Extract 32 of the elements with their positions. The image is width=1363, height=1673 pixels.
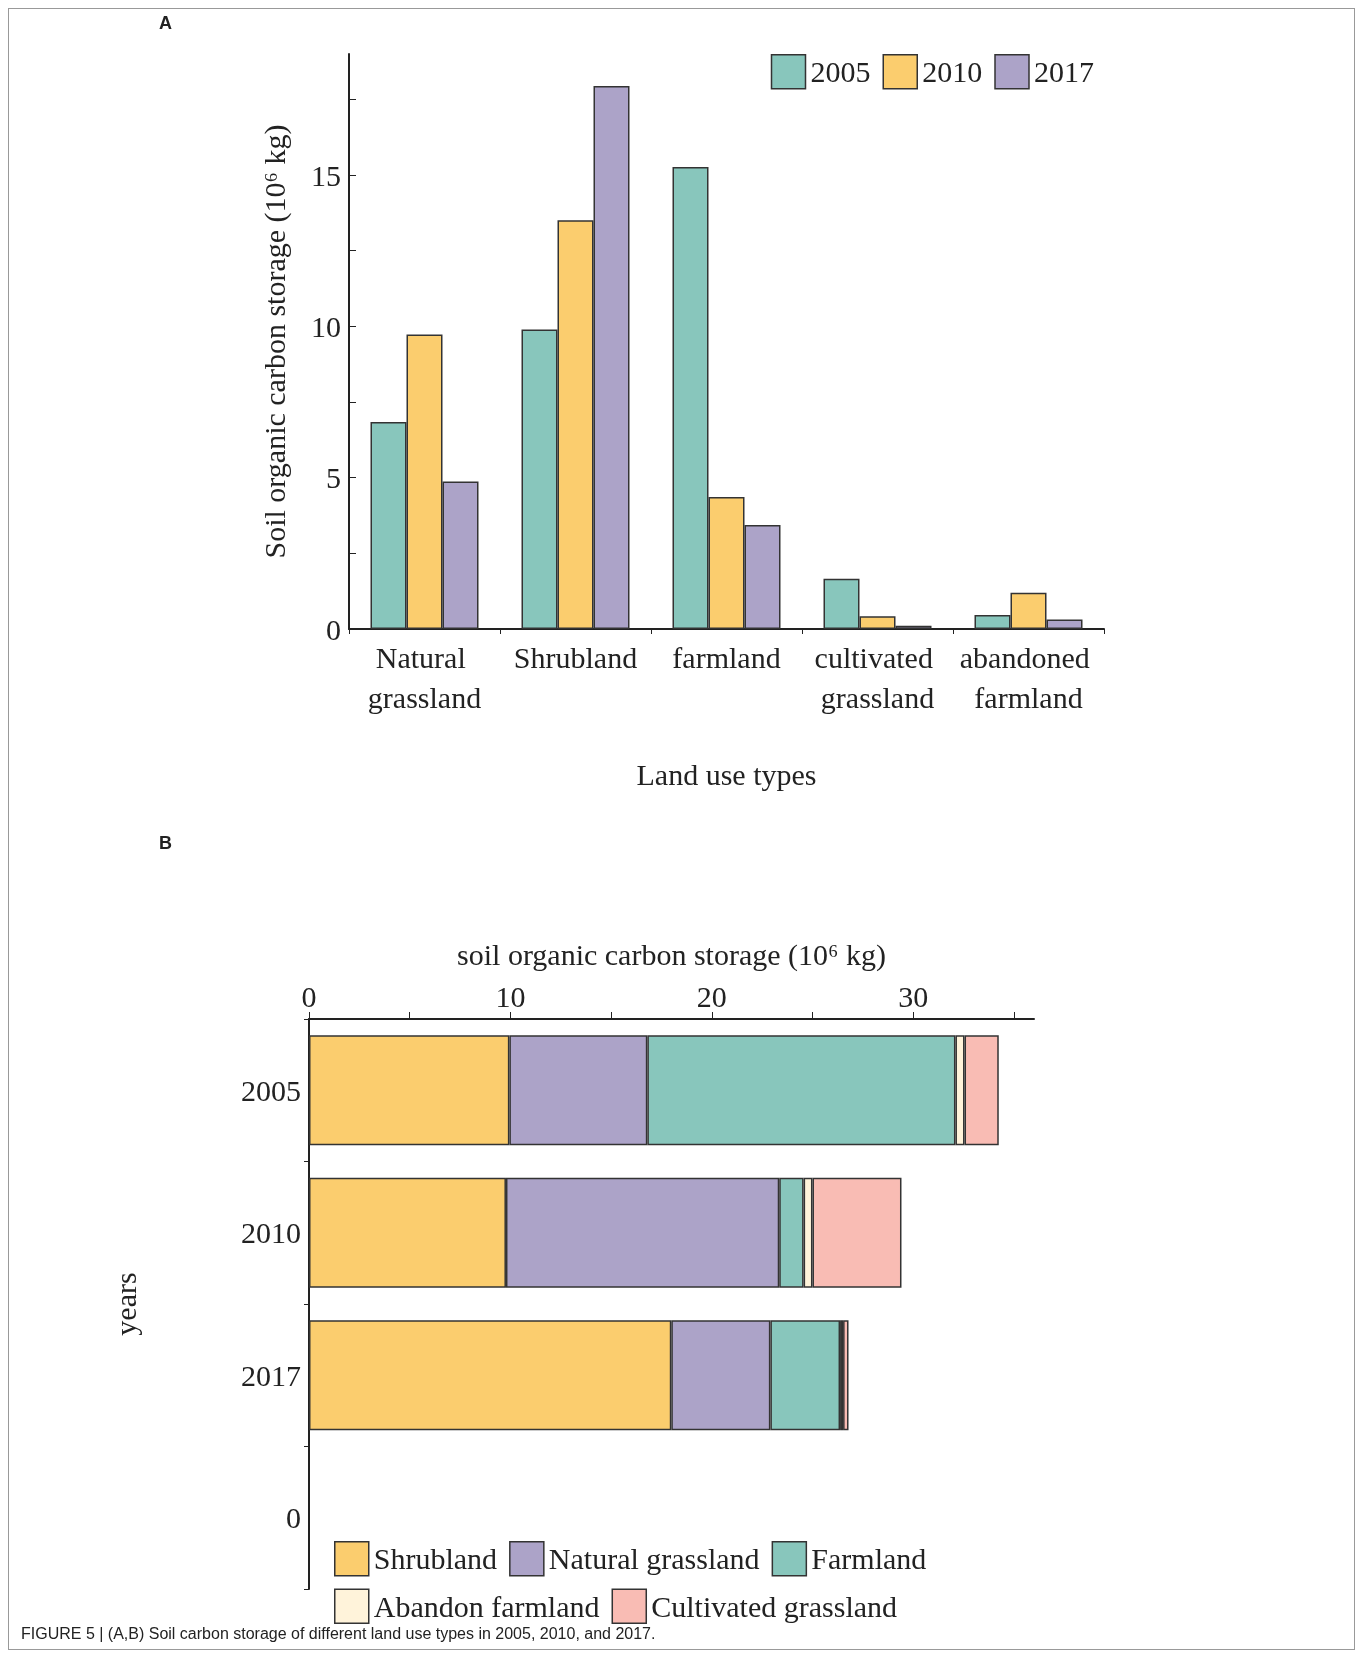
y-tick-label: 5	[326, 461, 341, 495]
x-tick-label: 10	[495, 979, 526, 1013]
x-tick-label: 20	[696, 979, 727, 1013]
x-axis-title: soil organic carbon storage (10⁶ kg)	[457, 937, 886, 972]
x-tick-label: abandoned farmland	[959, 640, 1098, 714]
y-tick-label: 2005	[241, 1073, 301, 1107]
text: B	[159, 833, 172, 853]
x-tick-label: 30	[898, 979, 929, 1013]
legend-label: 2005	[810, 55, 871, 89]
y-axis-title: Soil organic carbon storage (10⁶ kg)	[257, 124, 292, 559]
caption: FIGURE 5 | (A,B) Soil carbon storage of different land use types in 2005, 2010, and 2017.	[21, 1624, 656, 1642]
legend-label: Shrubland	[373, 1542, 498, 1576]
legend-label: Farmland	[811, 1542, 927, 1576]
legend-label: 2017	[1034, 55, 1094, 89]
x-axis-title: Land use types	[636, 757, 817, 791]
legend-label: Abandon farmland	[373, 1589, 600, 1623]
y-tick-label: 2010	[241, 1216, 301, 1250]
bar	[843, 1320, 849, 1431]
y-axis-title: years	[108, 1272, 142, 1336]
y-tick-label: 2017	[241, 1358, 301, 1392]
x-tick-label: Shrubland	[513, 640, 638, 674]
text: A	[159, 13, 172, 33]
legend-label: Cultivated grassland	[651, 1589, 898, 1623]
y-tick-label: 15	[311, 158, 341, 192]
y-tick-label: 0	[286, 1501, 301, 1535]
y-tick-label: 0	[326, 612, 341, 646]
legend-label: 2010	[922, 55, 983, 89]
x-tick-label: farmland	[672, 640, 781, 674]
x-tick-label: cultivated grassland	[814, 640, 941, 714]
y-tick-label: 10	[311, 309, 341, 343]
legend-label: Natural grassland	[548, 1542, 760, 1576]
x-tick-label: Natural grassland	[367, 640, 482, 714]
